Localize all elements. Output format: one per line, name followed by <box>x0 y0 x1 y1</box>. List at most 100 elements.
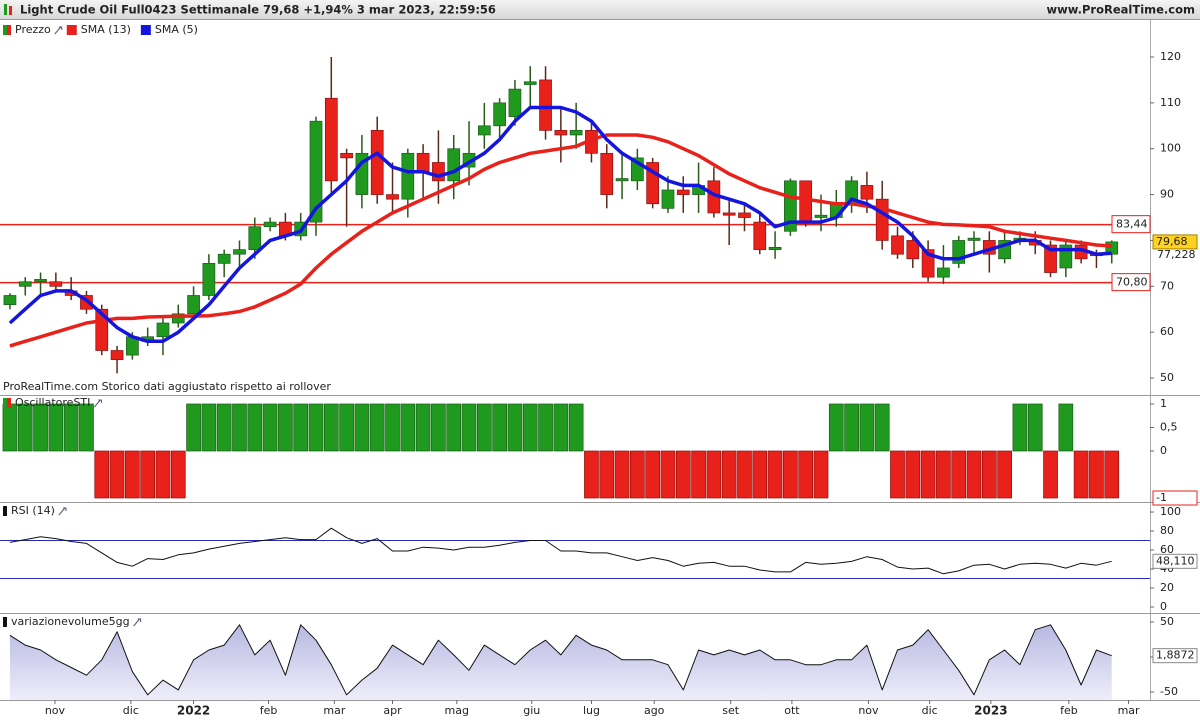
bar <box>109 450 125 499</box>
bar <box>94 450 110 499</box>
y-tick-label: 100 <box>1160 142 1181 155</box>
bar <box>813 450 829 499</box>
x-tick-label: dic <box>922 704 938 717</box>
bar <box>125 450 140 499</box>
x-tick-label: nov <box>45 704 66 717</box>
candle-body <box>722 212 736 216</box>
bar <box>859 403 875 452</box>
x-tick-label: 2022 <box>177 704 210 718</box>
area-line <box>9 624 1112 696</box>
candle-body <box>937 267 950 278</box>
sma-last-label: 77,228 <box>1157 248 1196 261</box>
bar <box>905 450 921 499</box>
x-tick-label: dic <box>123 704 139 717</box>
candle-body <box>110 350 124 361</box>
bar <box>844 403 859 452</box>
bar <box>568 403 584 452</box>
panel-label: variazionevolume5gg <box>3 615 142 628</box>
bar <box>476 403 492 452</box>
bar <box>553 403 569 452</box>
bar <box>507 403 523 452</box>
y-tick-label: 120 <box>1160 50 1181 63</box>
bar <box>1104 450 1120 499</box>
bar <box>385 403 400 452</box>
candle-body <box>18 281 32 287</box>
bar <box>431 403 446 452</box>
bar <box>400 403 416 452</box>
candle-body <box>340 152 353 159</box>
candle-body <box>768 246 782 250</box>
bar <box>33 403 48 452</box>
legend-swatch <box>140 25 151 35</box>
bar <box>522 403 538 452</box>
header-site[interactable]: www.ProRealTime.com <box>1046 3 1195 17</box>
bar <box>890 450 905 499</box>
candle-body <box>676 189 690 195</box>
y-tick-label: 80 <box>1160 524 1174 537</box>
candle-body <box>967 237 981 241</box>
y-tick-label: 0,5 <box>1160 420 1178 433</box>
bar <box>1027 403 1043 452</box>
x-tick-label: lug <box>583 704 600 717</box>
bar <box>828 403 844 452</box>
y-tick-label: 70 <box>1160 279 1174 292</box>
rsi-line <box>9 527 1112 575</box>
candle-body <box>263 221 277 228</box>
header-title: Light Crude Oil Full0423 Settimanale 79,… <box>20 3 496 17</box>
bar <box>798 450 814 499</box>
bar <box>1012 403 1028 452</box>
panel-label-text: OscillatoreSTI <box>15 396 90 409</box>
bar <box>339 403 354 452</box>
header-icon <box>9 6 12 15</box>
label-icon <box>3 617 7 627</box>
bar <box>783 450 798 499</box>
bar <box>920 450 936 499</box>
y-tick-label: 60 <box>1160 543 1174 556</box>
candle-body <box>738 212 751 218</box>
bar <box>415 403 431 452</box>
bar <box>216 403 232 452</box>
panel-label-text: variazionevolume5gg <box>11 615 130 628</box>
label-icon <box>7 398 11 408</box>
bar <box>247 403 263 452</box>
bar <box>262 403 278 452</box>
candle-body <box>309 120 323 223</box>
level-box <box>1111 215 1151 234</box>
y-tick-label: 110 <box>1160 96 1181 109</box>
candle-body <box>661 189 675 209</box>
x-tick-label: feb <box>260 704 278 717</box>
x-tick-label: mar <box>1118 704 1140 717</box>
candle-body <box>860 185 874 200</box>
label-icon <box>3 25 7 35</box>
candle-body <box>600 152 614 195</box>
candle-body <box>217 253 231 264</box>
bar <box>737 450 752 499</box>
bar <box>308 403 324 452</box>
settings-icon <box>54 26 63 35</box>
label-icon <box>3 506 7 516</box>
candle-body <box>156 322 170 338</box>
y-tick-label: 0 <box>1160 444 1167 457</box>
bar <box>369 403 385 452</box>
candle-body <box>753 221 767 250</box>
bar <box>1073 450 1089 499</box>
y-tick-label: 100 <box>1160 505 1181 518</box>
bar <box>461 403 477 452</box>
bar <box>706 450 722 499</box>
x-tick-label: 2023 <box>974 704 1007 718</box>
settings-icon <box>58 507 67 516</box>
bar <box>997 450 1012 499</box>
candle-body <box>875 198 889 241</box>
bar <box>186 403 201 452</box>
x-tick-label: feb <box>1060 704 1078 717</box>
candle-body <box>784 180 797 232</box>
bar <box>660 450 676 499</box>
panel-label: OscillatoreSTI <box>3 396 102 409</box>
bar <box>936 450 951 499</box>
bar <box>951 450 967 499</box>
level-label: 83,44 <box>1116 218 1148 231</box>
candle-body <box>34 279 47 283</box>
bar <box>1043 450 1058 499</box>
label-icon <box>3 398 7 408</box>
last-value-box <box>1152 234 1198 250</box>
